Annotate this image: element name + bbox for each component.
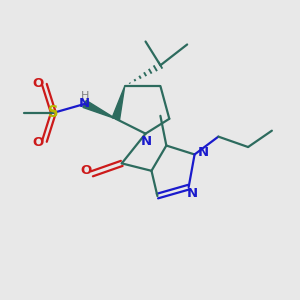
Text: N: N — [187, 187, 198, 200]
Polygon shape — [112, 86, 125, 120]
Text: S: S — [48, 105, 59, 120]
Polygon shape — [83, 100, 116, 119]
Text: O: O — [32, 136, 44, 149]
Text: O: O — [80, 164, 91, 177]
Text: O: O — [32, 76, 44, 90]
Text: N: N — [197, 146, 208, 160]
Text: N: N — [79, 98, 90, 110]
Text: H: H — [81, 91, 89, 100]
Text: N: N — [141, 135, 152, 148]
